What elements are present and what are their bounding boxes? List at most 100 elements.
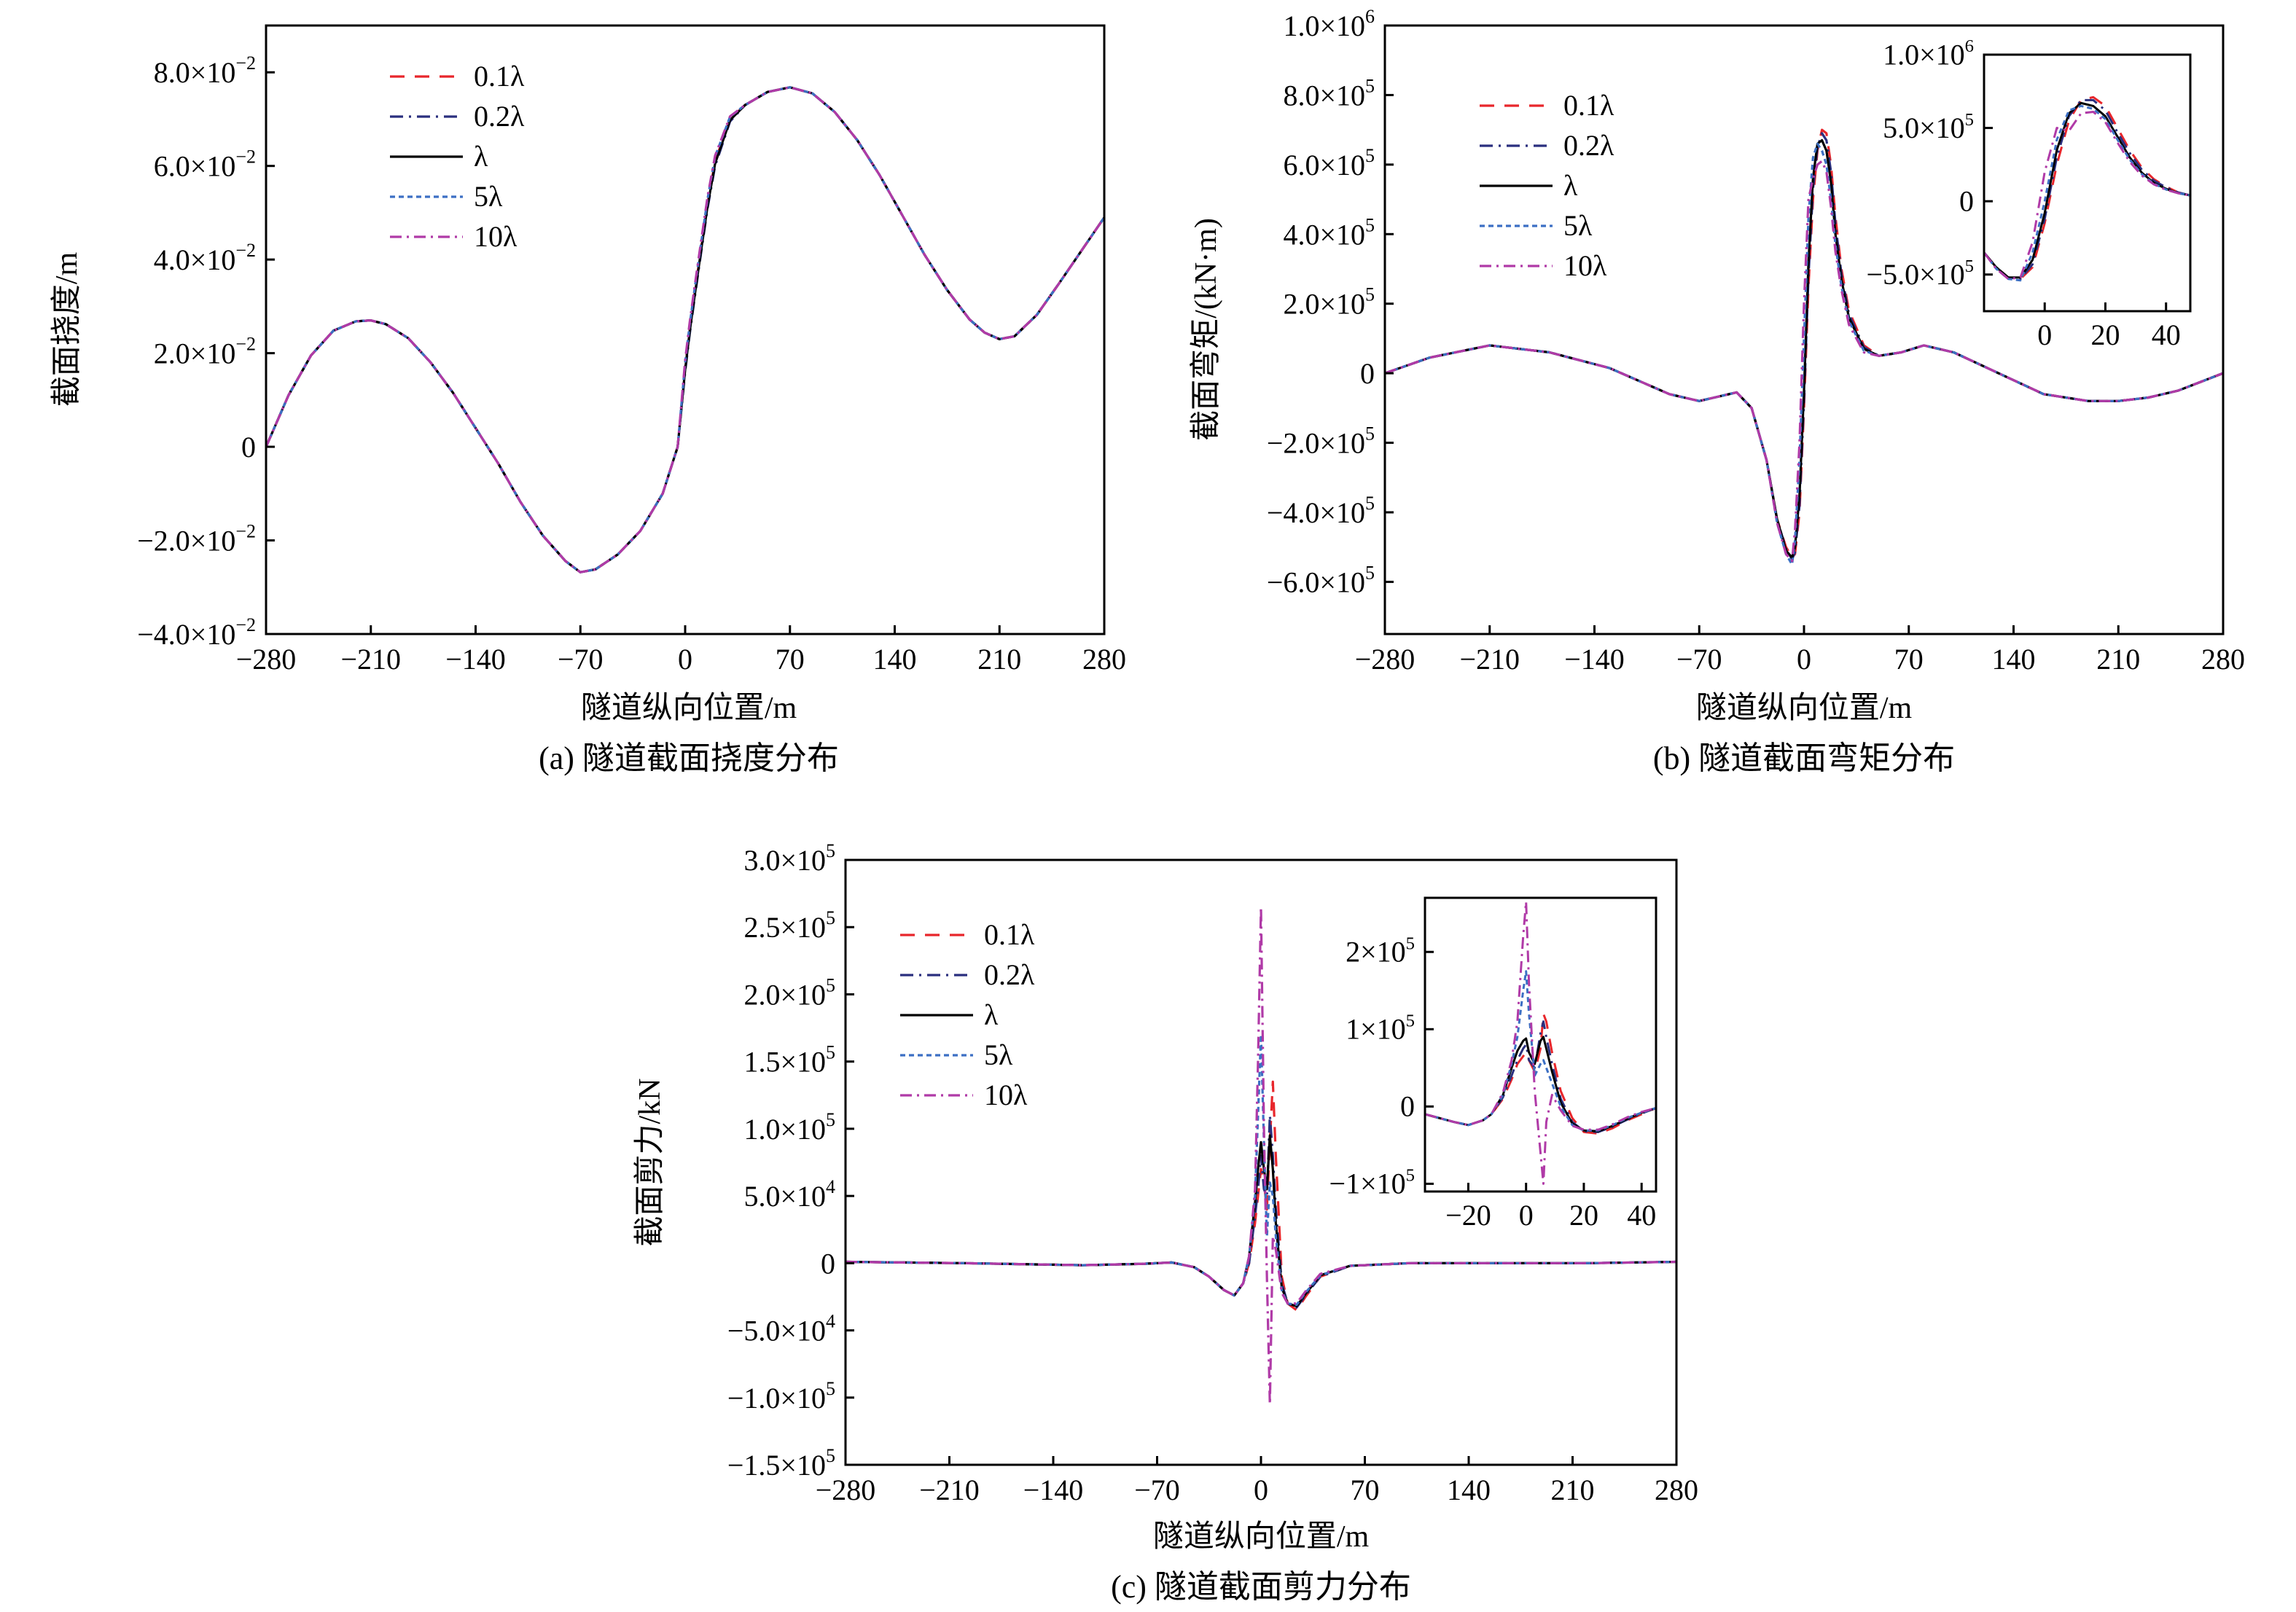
x-tick-label: 70 (776, 643, 805, 676)
series-line-2 (1984, 98, 2190, 281)
series-group (1385, 128, 2223, 566)
x-tick-label: 70 (1894, 643, 1924, 676)
y-axis-label: 截面挠度/m (50, 252, 84, 407)
series-line-2 (266, 86, 1104, 574)
y-tick-label: 2.0×105 (1283, 284, 1375, 321)
x-tick-label: 0 (1519, 1199, 1534, 1232)
y-tick-label: 1×105 (1346, 1011, 1415, 1045)
x-tick-label: 40 (2152, 318, 2181, 351)
series-group (266, 86, 1104, 574)
x-tick-label: 0 (1797, 643, 1811, 676)
y-tick-label: 1.0×105 (743, 1109, 835, 1146)
x-tick-label: −70 (1134, 1474, 1180, 1506)
legend-label: λ (474, 140, 488, 173)
legend-label: 10λ (474, 220, 518, 253)
x-tick-label: 140 (873, 643, 917, 676)
legend-label: 5λ (984, 1038, 1013, 1071)
x-tick-label: 140 (1992, 643, 2036, 676)
x-axis-label: 隧道纵向位置/m (1153, 1519, 1370, 1554)
series-line-1 (266, 86, 1104, 574)
series-group (1984, 95, 2190, 282)
y-tick-label: 3.0×105 (743, 840, 835, 877)
x-tick-label: −70 (1676, 643, 1722, 676)
series-line-4 (1385, 142, 2223, 566)
plot-frame (1983, 53, 2192, 313)
x-axis-label: 隧道纵向位置/m (581, 691, 797, 725)
y-tick-label: 5.0×104 (743, 1176, 835, 1213)
legend-label: 0.1λ (984, 918, 1035, 951)
y-tick-label: 0 (821, 1247, 835, 1280)
x-tick-label: 210 (1551, 1474, 1595, 1506)
x-tick-label: −280 (236, 643, 297, 676)
x-tick-label: −140 (445, 643, 506, 676)
inset-chart: −20 0 20 40 −1×105 0 1×105 2×105 (1329, 896, 1657, 1232)
y-tick-label: 2×105 (1346, 934, 1415, 968)
plot-frame (1424, 896, 1657, 1193)
y-axis-label: 截面弯矩/(kN·m) (1189, 218, 1223, 441)
x-tick-label: −20 (1445, 1199, 1491, 1232)
y-tick-label: 0 (1400, 1090, 1415, 1123)
legend-label: 5λ (474, 180, 503, 213)
series-line-1 (1984, 95, 2190, 281)
y-tick-label: 1.5×105 (743, 1042, 835, 1079)
y-tick-label: 1.0×106 (1283, 6, 1375, 42)
legend-label: 0.2λ (474, 100, 525, 133)
y-tick-label: −1×105 (1329, 1166, 1415, 1200)
x-tick-label: −280 (1355, 643, 1416, 676)
x-tick-label: 280 (1082, 643, 1126, 676)
chart-panel-b: −280 −210 −140 −70 0 70 140 210 280 −6.0×105 −4.0×… (1189, 6, 2245, 776)
x-tick-label: −210 (919, 1474, 980, 1506)
x-tick-label: −140 (1023, 1474, 1084, 1506)
legend-label: 0.1λ (474, 60, 525, 93)
legend-label: 0.2λ (1563, 129, 1614, 162)
chart-caption: (c) 隧道截面剪力分布 (1111, 1569, 1411, 1605)
legend-label: λ (984, 998, 999, 1031)
y-tick-label: −2.0×105 (1267, 423, 1375, 460)
y-tick-label: 8.0×105 (1283, 75, 1375, 111)
inset-chart: 0 20 40 −5.0×105 0 5.0×105 1.0×106 (1867, 36, 2192, 351)
x-tick-label: 70 (1351, 1474, 1380, 1506)
legend-label: 10λ (984, 1079, 1028, 1111)
legend-label: 0.2λ (984, 958, 1035, 991)
chart-panel-a: −280 −210 −140 −70 0 70 140 210 280 −4.0×10−2 −2.0… (50, 24, 1126, 776)
x-tick-label: 0 (1254, 1474, 1268, 1506)
series-line-5 (1425, 900, 1656, 1185)
series-line-5 (266, 86, 1104, 574)
x-tick-label: 0 (678, 643, 692, 676)
chart-caption: (a) 隧道截面挠度分布 (539, 740, 839, 776)
y-tick-label: 6.0×10−2 (154, 146, 256, 183)
series-group (1425, 900, 1656, 1185)
x-tick-label: 210 (2096, 643, 2140, 676)
y-tick-label: 2.5×105 (743, 907, 835, 944)
x-tick-label: 20 (2090, 318, 2120, 351)
y-tick-label: 4.0×105 (1283, 214, 1375, 251)
y-tick-label: 5.0×105 (1883, 110, 1974, 144)
x-tick-label: −210 (340, 643, 401, 676)
y-axis-label: 截面剪力/kN (633, 1078, 667, 1246)
x-tick-label: −210 (1459, 643, 1520, 676)
y-tick-label: 2.0×10−2 (154, 334, 256, 370)
series-group (846, 905, 1676, 1406)
x-tick-label: 0 (2037, 318, 2052, 351)
x-tick-label: 20 (1569, 1199, 1598, 1232)
y-tick-label: 0 (1360, 357, 1375, 390)
y-tick-label: 1.0×106 (1883, 36, 1974, 71)
y-tick-label: −1.0×105 (727, 1378, 835, 1415)
series-line-4 (266, 86, 1104, 574)
x-tick-label: 280 (1655, 1474, 1698, 1506)
series-line-2 (846, 1114, 1676, 1309)
y-tick-label: −1.5×105 (727, 1445, 835, 1482)
y-tick-label: −4.0×105 (1267, 493, 1375, 529)
series-line-5 (1385, 160, 2223, 563)
series-line-3 (266, 86, 1104, 574)
y-tick-label: 2.0×105 (743, 974, 835, 1011)
x-tick-label: −140 (1564, 643, 1625, 676)
y-tick-label: −4.0×10−2 (137, 614, 256, 651)
x-tick-label: 140 (1447, 1474, 1491, 1506)
legend-label: 5λ (1563, 209, 1593, 242)
y-tick-label: 6.0×105 (1283, 145, 1375, 181)
x-tick-label: 210 (977, 643, 1021, 676)
y-tick-label: 0 (241, 431, 256, 463)
x-tick-label: −70 (558, 643, 604, 676)
